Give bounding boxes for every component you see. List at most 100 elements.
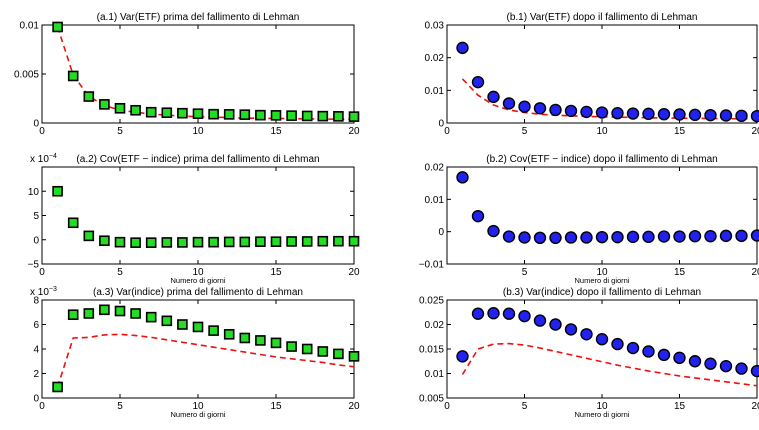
series-line	[56, 333, 355, 388]
data-point-circle	[549, 103, 562, 117]
data-point-circle	[688, 108, 702, 122]
x-axis-label: Numero di giorni	[574, 410, 629, 419]
y-tick-label: 0	[33, 394, 39, 405]
data-point-circle	[502, 230, 516, 243]
data-point-circle	[611, 106, 624, 120]
data-point-circle	[735, 109, 748, 123]
data-point-square	[208, 108, 219, 120]
data-point-circle	[580, 328, 593, 341]
data-point-circle	[502, 97, 516, 110]
data-point-square	[130, 104, 141, 116]
x-tick-label: 15	[270, 267, 282, 278]
data-point-square	[67, 70, 79, 82]
y-tick-label: 8	[33, 296, 39, 307]
x-tick-label: 0	[444, 401, 450, 412]
data-point-square	[52, 21, 63, 33]
data-point-square	[114, 103, 126, 114]
data-point-square	[145, 237, 157, 248]
data-point-square	[317, 110, 329, 122]
data-point-circle	[657, 107, 671, 121]
data-point-circle	[549, 231, 562, 245]
data-point-square	[239, 109, 251, 120]
data-point-circle	[487, 307, 500, 320]
x-tick-label: 20	[348, 267, 360, 278]
data-point-square	[192, 108, 204, 119]
x-tick-label: 10	[192, 401, 204, 412]
data-point-circle	[719, 109, 733, 122]
x-tick-label: 15	[674, 401, 686, 412]
data-point-circle	[487, 90, 500, 104]
data-point-circle	[657, 230, 671, 243]
data-point-circle	[719, 229, 733, 243]
data-point-circle	[487, 224, 500, 238]
data-point-circle	[626, 107, 640, 120]
data-point-square	[255, 335, 266, 346]
data-point-square	[348, 235, 360, 247]
y-tick-label: 0.02	[425, 163, 445, 174]
data-point-square	[239, 332, 251, 344]
data-point-square	[99, 304, 110, 316]
data-point-square	[270, 110, 282, 121]
data-point-circle	[595, 333, 609, 346]
y-tick-label: 0	[438, 119, 444, 130]
y-tick-label: 0	[33, 235, 39, 246]
y-tick-label: 0.02	[425, 53, 445, 64]
data-point-square	[223, 109, 235, 120]
data-point-square	[301, 343, 313, 355]
data-point-square	[67, 309, 79, 321]
x-tick-label: 0	[444, 126, 450, 137]
data-point-circle	[471, 75, 485, 89]
data-point-square	[145, 106, 157, 118]
data-point-square	[286, 110, 297, 121]
x-tick-label: 20	[348, 126, 360, 137]
data-point-square	[130, 237, 141, 248]
y-tick-label: 2	[33, 369, 39, 380]
y-tick-label: 0.025	[419, 296, 444, 307]
data-point-square	[67, 217, 79, 229]
data-point-square	[83, 91, 95, 102]
y-tick-label: −5	[28, 260, 40, 271]
data-point-circle	[750, 109, 759, 123]
data-point-square	[317, 235, 329, 247]
data-point-square	[348, 351, 360, 362]
panel-title: (b.3) Var(indice) dopo il fallimento di …	[503, 287, 701, 298]
x-tick-label: 5	[117, 126, 123, 137]
data-point-square	[333, 235, 344, 247]
data-point-square	[161, 107, 173, 119]
data-point-circle	[611, 230, 624, 244]
x-tick-label: 0	[39, 401, 45, 412]
data-point-circle	[642, 230, 655, 244]
data-point-square	[255, 236, 266, 247]
data-point-circle	[564, 104, 578, 118]
panel-a1: (a.1) Var(ETF) prima del fallimento di L…	[14, 12, 360, 137]
y-exponent-label: x 10−4	[30, 153, 57, 165]
exponent-base: x 10	[30, 287, 49, 298]
data-point-square	[270, 236, 282, 247]
data-point-circle	[626, 230, 640, 244]
x-tick-label: 5	[522, 401, 528, 412]
data-point-circle	[533, 314, 547, 327]
data-point-circle	[735, 362, 748, 375]
x-axis-label: Numero di giorni	[170, 410, 225, 419]
data-point-square	[161, 237, 173, 248]
data-point-circle	[750, 364, 759, 378]
y-tick-label: 0.005	[419, 394, 444, 405]
x-tick-label: 15	[270, 401, 282, 412]
data-point-circle	[642, 345, 655, 358]
data-point-square	[239, 236, 251, 248]
y-tick-label: 10	[28, 187, 40, 198]
data-point-square	[223, 236, 235, 248]
data-point-circle	[673, 108, 686, 121]
data-point-square	[83, 230, 95, 242]
data-point-square	[99, 235, 110, 247]
data-point-square	[317, 346, 329, 357]
data-point-circle	[502, 307, 516, 320]
data-point-circle	[673, 351, 686, 365]
axes-frame	[41, 24, 355, 124]
y-exponent-label: x 10−3	[30, 286, 57, 298]
data-point-circle	[471, 209, 485, 223]
y-tick-label: 0	[438, 227, 444, 238]
data-point-square	[208, 325, 219, 336]
data-point-square	[114, 305, 126, 317]
